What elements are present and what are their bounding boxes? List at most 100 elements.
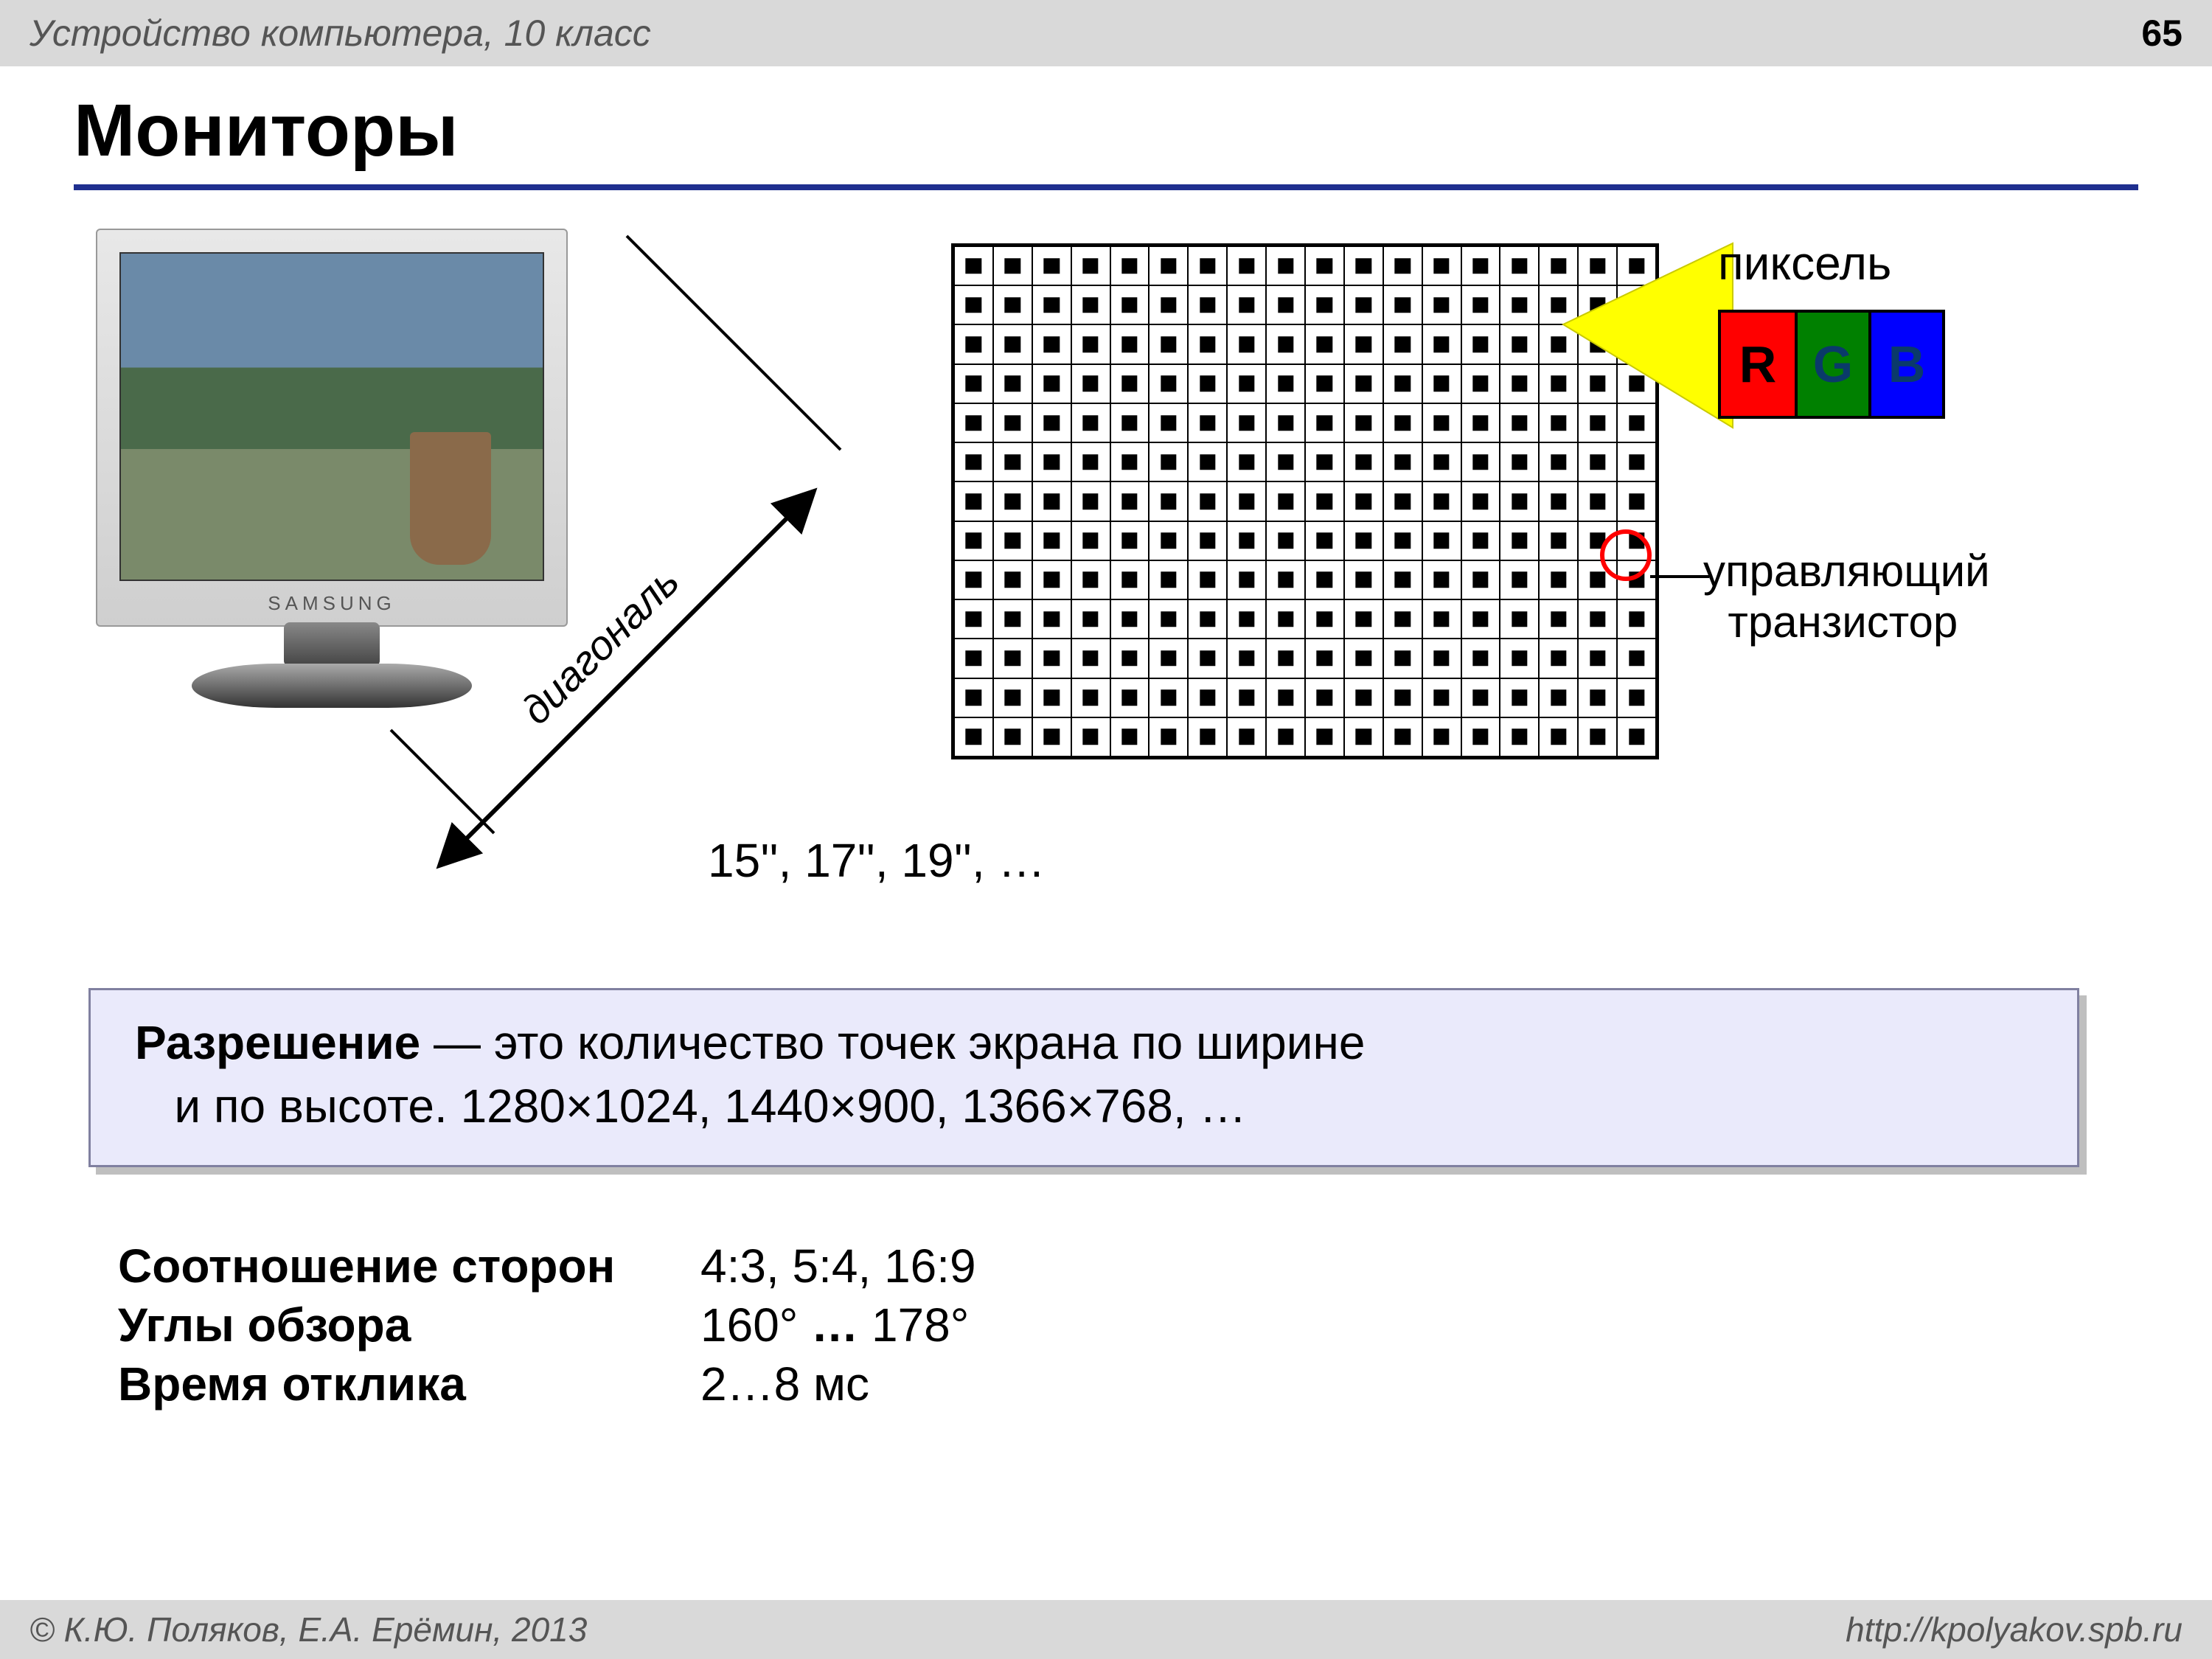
pixel-cell — [1422, 324, 1461, 364]
pixel-cell — [1149, 717, 1188, 757]
pixel-cell — [1188, 599, 1227, 639]
pixel-cell — [993, 246, 1032, 285]
pixel-cell — [1188, 521, 1227, 560]
pixel-cell — [1305, 324, 1344, 364]
pixel-cell — [1500, 285, 1539, 324]
pixel-cell — [1500, 246, 1539, 285]
pixel-cell — [1227, 246, 1266, 285]
pixel-cell — [1383, 442, 1422, 481]
pixel-cell — [1383, 560, 1422, 599]
pixel-cell — [954, 639, 993, 678]
pixel-cell — [1578, 639, 1617, 678]
footer-left: © К.Ю. Поляков, Е.А. Ерёмин, 2013 — [29, 1610, 587, 1649]
transistor-label-2: транзистор — [1728, 597, 1958, 647]
pixel-cell — [1227, 560, 1266, 599]
pixel-cell — [1032, 717, 1071, 757]
pixel-cell — [1071, 364, 1110, 403]
pixel-cell — [1305, 285, 1344, 324]
pixel-cell — [1071, 560, 1110, 599]
pixel-cell — [1422, 560, 1461, 599]
pixel-cell — [1032, 639, 1071, 678]
pixel-cell — [1539, 599, 1578, 639]
pixel-cell — [1422, 442, 1461, 481]
pixel-cell — [1071, 678, 1110, 717]
transistor-label: управляющий транзистор — [1703, 546, 1990, 647]
pixel-cell — [1461, 717, 1500, 757]
pixel-cell — [1266, 599, 1305, 639]
pixel-cell — [1227, 403, 1266, 442]
pixel-cell — [1383, 285, 1422, 324]
pixel-cell — [1344, 717, 1383, 757]
pixel-cell — [1383, 246, 1422, 285]
pixel-cell — [954, 560, 993, 599]
pixel-cell — [1305, 639, 1344, 678]
pixel-cell — [1227, 639, 1266, 678]
pixel-cell — [1344, 324, 1383, 364]
pixel-cell — [1032, 560, 1071, 599]
pixel-cell — [993, 521, 1032, 560]
pixel-cell — [1578, 717, 1617, 757]
pixel-cell — [1149, 639, 1188, 678]
pixel-cell — [1266, 717, 1305, 757]
diagonal-sizes: 15'', 17'', 19'', … — [708, 833, 1046, 888]
pixel-cell — [1422, 717, 1461, 757]
pixel-cell — [1539, 481, 1578, 521]
pixel-cell — [1461, 560, 1500, 599]
pixel-cell — [1227, 364, 1266, 403]
pixel-cell — [1500, 639, 1539, 678]
pixel-cell — [1383, 717, 1422, 757]
pixel-cell — [1149, 481, 1188, 521]
pixel-cell — [1227, 717, 1266, 757]
pixel-cell — [1032, 521, 1071, 560]
pixel-cell — [1461, 481, 1500, 521]
pixel-cell — [1188, 246, 1227, 285]
rgb-g: G — [1795, 313, 1868, 416]
pixel-cell — [1539, 560, 1578, 599]
pixel-cell — [1422, 403, 1461, 442]
pixel-cell — [1188, 442, 1227, 481]
pixel-cell — [1110, 639, 1150, 678]
pixel-cell — [1500, 717, 1539, 757]
resolution-term: Разрешение — [135, 1016, 420, 1069]
pixel-cell — [1539, 678, 1578, 717]
pixel-cell — [1149, 403, 1188, 442]
resolution-def-2: и по высоте. 1280×1024, 1440×900, 1366×7… — [174, 1079, 1246, 1133]
pixel-cell — [993, 364, 1032, 403]
spec-value: 4:3, 5:4, 16:9 — [700, 1239, 976, 1293]
pixel-cell — [1422, 481, 1461, 521]
pixel-cell — [1305, 403, 1344, 442]
pixel-cell — [1305, 481, 1344, 521]
pixel-cell — [1227, 324, 1266, 364]
pixel-cell — [1188, 639, 1227, 678]
pixel-cell — [1110, 481, 1150, 521]
pixel-cell — [1149, 560, 1188, 599]
pixel-cell — [954, 678, 993, 717]
pixel-cell — [1617, 442, 1656, 481]
pixel-cell — [1617, 481, 1656, 521]
pixel-cell — [993, 324, 1032, 364]
pixel-cell — [1500, 678, 1539, 717]
pixel-cell — [954, 521, 993, 560]
pixel-cell — [993, 442, 1032, 481]
pixel-cell — [1149, 246, 1188, 285]
rgb-block: R G B — [1718, 310, 1945, 419]
pixel-cell — [1110, 678, 1150, 717]
diagonal-arrow — [383, 221, 841, 900]
pixel-cell — [1032, 481, 1071, 521]
pixel-cell — [1383, 324, 1422, 364]
pixel-cell — [1071, 285, 1110, 324]
pixel-cell — [1188, 678, 1227, 717]
pixel-cell — [1305, 364, 1344, 403]
pixel-cell — [1617, 678, 1656, 717]
pixel-cell — [1344, 442, 1383, 481]
title-rule — [74, 184, 2138, 190]
pixel-cell — [1383, 639, 1422, 678]
pixel-cell — [993, 599, 1032, 639]
pixel-cell — [1305, 560, 1344, 599]
pixel-cell — [993, 285, 1032, 324]
pixel-cell — [1305, 246, 1344, 285]
pixel-cell — [1461, 678, 1500, 717]
pixel-cell — [1149, 285, 1188, 324]
pixel-cell — [1188, 403, 1227, 442]
pixel-cell — [1266, 560, 1305, 599]
